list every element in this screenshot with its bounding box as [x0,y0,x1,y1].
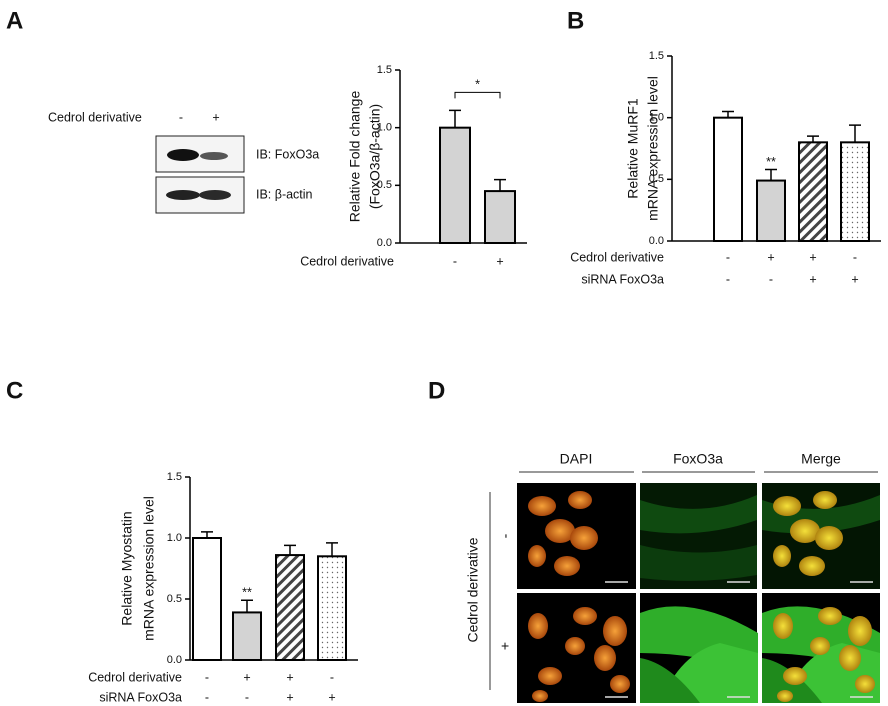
condition-level: - [769,272,773,286]
y-tick-label: 0.5 [377,179,392,191]
bar [192,537,222,661]
bar [798,141,828,242]
blot-row-label: IB: FoxO3a [256,147,319,161]
error-bar [765,168,777,181]
column-header: FoxO3a [673,451,723,467]
error-bar [849,124,861,143]
y-tick-label: 0.5 [649,173,664,185]
bar [756,179,786,242]
y-tick-label: 1.5 [167,471,182,483]
error-bar [807,135,819,143]
condition-name: siRNA FoxO3a [99,690,182,704]
condition-name: Cedrol derivative [88,670,182,684]
error-bar [722,110,734,118]
error-bar [326,542,338,557]
y-axis-label: (FoxO3a/β-actin) [367,104,383,209]
y-axis-label: mRNA expression level [141,496,157,641]
bar [232,611,262,661]
header-rules [489,471,878,690]
blot-lane: + [212,110,219,124]
y-axis-label: Relative Fold change [347,91,363,223]
condition-level: + [243,670,250,684]
error-bar [449,109,461,128]
y-tick-label: 1.0 [167,532,182,544]
y-tick-label: 0.0 [167,654,182,666]
column-header: Merge [801,451,841,467]
condition-name: Cedrol derivative [300,254,394,268]
condition-level: - [205,690,209,704]
y-tick-label: 0.0 [377,237,392,249]
y-tick-label: 1.0 [377,122,392,134]
condition-level: - [205,670,209,684]
significance: * [475,78,480,92]
panel-label: B [567,7,584,34]
micrographs [517,483,880,703]
bar [275,554,305,662]
panel-label: D [428,377,445,404]
y-axis-label: Relative Myostatin [119,511,135,625]
condition-level: - [726,250,730,264]
column-header: DAPI [560,451,593,467]
error-bar [284,544,296,556]
condition-name: Cedrol derivative [570,250,664,264]
blot-lane: - [179,110,183,124]
condition-name: siRNA FoxO3a [581,272,664,286]
row-label: - [497,533,513,538]
bar [840,141,870,242]
significance: ** [766,155,776,169]
condition-level: + [767,250,774,264]
y-axis-label: Relative MuRF1 [625,98,641,199]
significance-bracket [454,91,501,99]
y-tick-label: 0.0 [649,235,664,247]
condition-level: - [330,670,334,684]
condition-level: + [809,272,816,286]
condition-level: - [726,272,730,286]
y-axis-label: mRNA expression level [645,76,661,221]
significance: ** [242,586,252,600]
condition-level: + [809,250,816,264]
y-tick-label: 0.5 [167,593,182,605]
condition-level: - [245,690,249,704]
y-tick-label: 1.0 [649,112,664,124]
condition-level: - [853,250,857,264]
condition-level: + [851,272,858,286]
panel-label: C [6,377,23,404]
panel-label: A [6,7,23,34]
condition-level: + [286,670,293,684]
row-title: Cedrol derivative [465,537,481,642]
bar [317,555,347,661]
y-tick-label: 1.5 [377,64,392,76]
condition-level: + [328,690,335,704]
blot-treatment: Cedrol derivative [48,110,142,124]
condition-level: - [453,254,457,268]
bar [713,116,743,242]
bar [484,190,516,245]
error-bar [201,531,213,538]
bar [439,126,471,244]
y-tick-label: 1.5 [649,50,664,62]
error-bar [494,178,506,192]
blot-row-label: IB: β-actin [256,187,313,201]
blot-image [155,135,245,214]
condition-level: + [286,690,293,704]
error-bar [241,599,253,613]
row-label: + [497,642,513,650]
condition-level: + [496,254,503,268]
